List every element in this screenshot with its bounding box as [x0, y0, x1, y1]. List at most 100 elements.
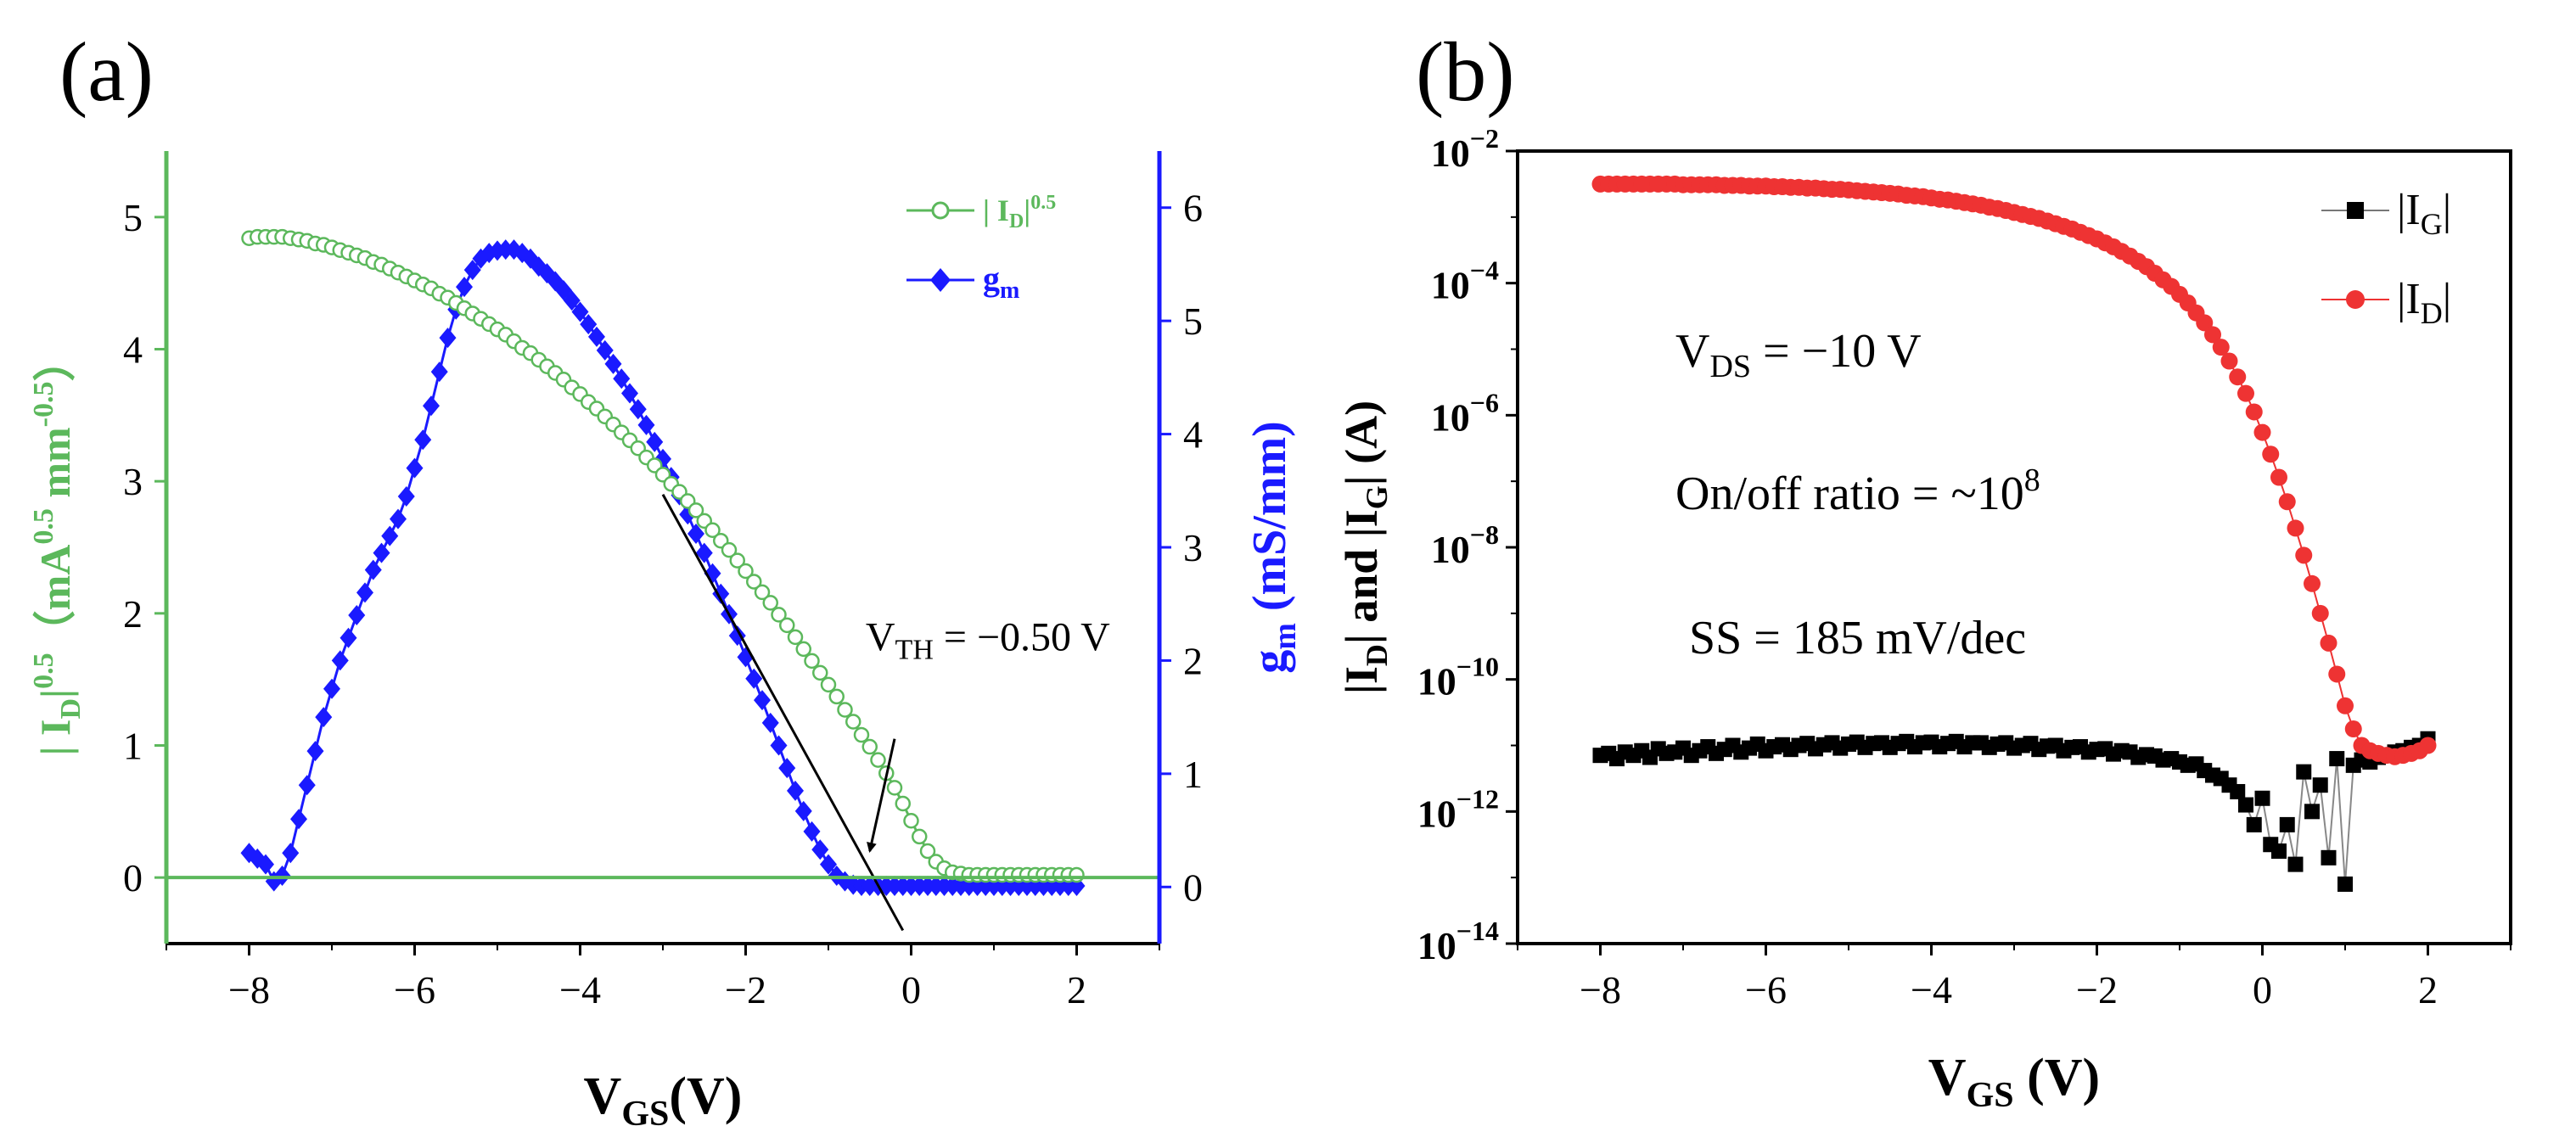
- data-point-gm: [794, 800, 812, 821]
- data-point-id-sqrt: [895, 795, 911, 812]
- data-point-id-sqrt: [903, 812, 919, 829]
- data-point-ig: [2329, 751, 2345, 767]
- data-point-ig: [2321, 849, 2337, 866]
- data-point-id: [2295, 546, 2313, 564]
- y-right-tick-label: 1: [1183, 753, 1203, 796]
- data-point-id-sqrt: [853, 726, 870, 743]
- y-left-tick-label: 4: [123, 328, 143, 372]
- x-tick-label: −6: [1745, 968, 1787, 1011]
- x-tick-label: −4: [1911, 968, 1952, 1011]
- panel-label-b: (b): [1416, 25, 1515, 119]
- data-point-id-sqrt: [820, 676, 837, 693]
- panel-b: (b) −8 −6 −4 −2 0 2 10−2 10−4 10−6 10−8 10−10 10−1…: [1336, 25, 2512, 1115]
- data-point-ig: [2312, 777, 2328, 793]
- data-point-gm: [282, 843, 300, 864]
- data-point-id-sqrt: [738, 563, 754, 580]
- data-point-gm: [588, 326, 605, 347]
- y-ticks-left-a: 0 1 2 3 4 5: [123, 196, 166, 899]
- x-tick-label: −2: [2076, 968, 2118, 1011]
- y-right-tick-label: 2: [1183, 639, 1203, 682]
- onoff-ratio-annotation: On/off ratio = ~108: [1675, 462, 2040, 520]
- data-point-gm: [629, 399, 647, 420]
- legend-label-gm: gm: [983, 260, 1019, 304]
- data-point-gm: [414, 429, 432, 451]
- legend-marker-id: [931, 201, 950, 220]
- data-point-ig: [2279, 816, 2295, 832]
- y-right-tick-label: 5: [1183, 300, 1203, 343]
- data-point-ig: [2287, 856, 2304, 872]
- data-point-gm: [778, 758, 796, 779]
- data-point-gm: [390, 508, 407, 529]
- x-tick-label: −8: [1580, 968, 1621, 1011]
- y-left-tick-label: 5: [123, 196, 143, 239]
- series-line-id-sqrt: [249, 235, 1077, 877]
- legend-label-ig: |IG|: [2397, 186, 2451, 241]
- data-point-id-sqrt: [687, 502, 704, 518]
- data-point-id-sqrt: [804, 653, 820, 670]
- data-point-id-sqrt: [787, 629, 804, 646]
- data-point-ig: [2296, 764, 2312, 780]
- vds-annotation: VDS = −10 V: [1675, 325, 1922, 384]
- x-tick-label: 2: [1067, 968, 1086, 1011]
- y-right-tick-label: 3: [1183, 526, 1203, 569]
- data-point-id-sqrt: [845, 714, 861, 730]
- data-point-id-sqrt: [721, 541, 738, 558]
- y-axis-label-b: |ID| and |IG| (A): [1336, 401, 1394, 694]
- data-point-id: [2304, 574, 2321, 592]
- data-point-id: [2419, 737, 2437, 754]
- data-point-id: [2320, 634, 2337, 652]
- data-point-id: [2287, 519, 2304, 537]
- data-point-id: [2278, 493, 2296, 511]
- legend-marker-ig: [2347, 202, 2364, 219]
- plot-frame-b: [1516, 149, 2512, 945]
- y-tick-label: 10−10: [1417, 652, 1499, 703]
- x-tick-label: 0: [2253, 968, 2272, 1011]
- series-ig: [1592, 731, 2436, 892]
- data-point-id: [2337, 697, 2354, 714]
- x-ticks-b: −8 −6 −4 −2 0 2: [1517, 944, 2511, 1011]
- y-axis-label-right-a: gm (mS/mm): [1243, 421, 1303, 674]
- y-ticks-right-a: 0 1 2 3 4 5 6: [1159, 187, 1203, 909]
- data-point-id-sqrt: [779, 617, 795, 634]
- legend-b: |IG| |ID|: [2321, 186, 2451, 330]
- data-point-ig: [2238, 797, 2253, 813]
- data-point-id: [2245, 403, 2263, 421]
- x-tick-label: 0: [901, 968, 921, 1011]
- x-axis-label-b: VGS (V): [1928, 1049, 2100, 1115]
- data-point-gm: [613, 368, 631, 389]
- data-point-id: [2220, 352, 2238, 370]
- data-point-gm: [563, 290, 581, 311]
- y-left-tick-label: 1: [123, 725, 143, 768]
- data-point-gm: [439, 328, 457, 349]
- data-point-gm: [803, 821, 821, 842]
- data-point-id: [2204, 326, 2221, 344]
- data-point-id-sqrt: [754, 584, 771, 601]
- data-point-gm: [463, 260, 481, 281]
- data-point-id-sqrt: [795, 641, 811, 658]
- data-point-id-sqrt: [886, 780, 903, 796]
- data-point-gm: [373, 542, 390, 563]
- x-tick-label: −6: [394, 968, 435, 1011]
- data-point-ig: [2254, 790, 2270, 806]
- y-left-tick-label: 3: [123, 460, 143, 503]
- data-point-gm: [754, 690, 771, 711]
- data-point-gm: [580, 314, 598, 335]
- y-tick-label: 10−12: [1417, 783, 1499, 835]
- y-right-tick-label: 4: [1183, 413, 1203, 457]
- y-ticks-b: 10−2 10−4 10−6 10−8 10−10 10−12 10−14: [1417, 123, 1518, 967]
- data-point-id: [2237, 384, 2254, 402]
- y-left-tick-label: 2: [123, 592, 143, 636]
- ss-annotation: SS = 185 mV/dec: [1689, 612, 2026, 664]
- data-point-id: [2270, 468, 2287, 486]
- data-point-gm: [745, 668, 763, 689]
- data-point-gm: [456, 277, 473, 298]
- data-point-gm: [323, 678, 340, 699]
- y-right-tick-label: 6: [1183, 187, 1203, 230]
- data-point-id: [2262, 445, 2280, 463]
- data-point-id-sqrt: [912, 828, 928, 845]
- data-point-gm: [596, 339, 614, 361]
- data-point-gm: [687, 523, 704, 544]
- data-point-gm: [571, 301, 589, 322]
- y-tick-label: 10−6: [1431, 387, 1499, 439]
